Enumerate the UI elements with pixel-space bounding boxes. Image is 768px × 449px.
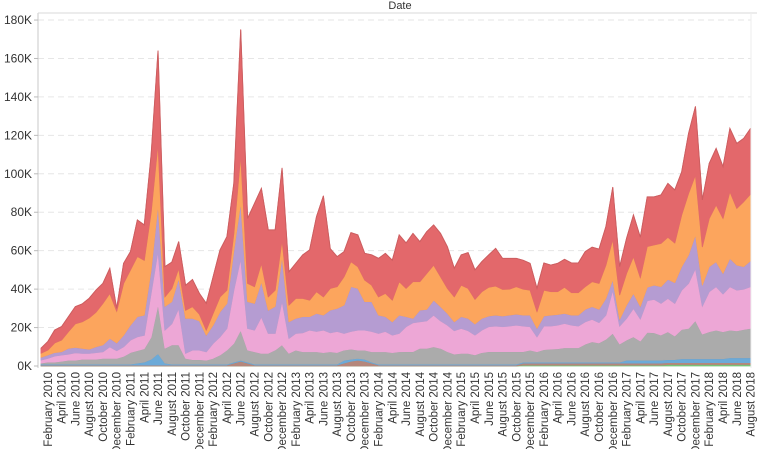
x-tick-label: April 2016 xyxy=(553,372,565,424)
y-tick-label: 160K xyxy=(4,51,32,65)
x-tick-label: June 2016 xyxy=(566,372,578,426)
x-tick-label: October 2013 xyxy=(346,372,358,442)
area-series-edge-7 xyxy=(40,29,751,349)
x-tick-label: August 2013 xyxy=(332,372,344,437)
x-tick-label: April 2011 xyxy=(139,372,151,423)
x-tick-label: June 2015 xyxy=(484,372,496,426)
x-tick-label: April 2018 xyxy=(718,372,730,424)
x-tick-label: June 2011 xyxy=(153,372,165,425)
x-tick-label: April 2015 xyxy=(470,372,482,424)
x-tick-label: April 2017 xyxy=(635,372,647,424)
x-tick-label: June 2014 xyxy=(401,371,413,425)
x-tick-label: April 2014 xyxy=(387,371,399,423)
y-tick-label: 0K xyxy=(17,359,32,373)
y-tick-label: 40K xyxy=(11,282,32,296)
x-tick-label: June 2017 xyxy=(649,372,661,426)
x-tick-label: August 2011 xyxy=(167,372,179,436)
x-tick-label: October 2010 xyxy=(98,372,110,442)
x-tick-label: December 2011 xyxy=(194,372,206,449)
x-tick-label: December 2010 xyxy=(112,372,124,449)
y-tick-label: 180K xyxy=(4,13,32,27)
y-tick-label: 80K xyxy=(11,205,32,219)
x-tick-label: August 2016 xyxy=(580,372,592,437)
y-axis: 0K 20K 40K 60K 80K 100K 120K 140K 160K 180K xyxy=(4,13,38,373)
x-tick-label: February 2017 xyxy=(622,372,634,447)
area-layers xyxy=(40,29,751,367)
x-tick-label: August 2015 xyxy=(498,372,510,437)
x-tick-label: April 2010 xyxy=(57,372,69,424)
x-tick-label: April 2013 xyxy=(305,372,317,424)
x-tick-label: June 2013 xyxy=(318,372,330,426)
x-tick-label: February 2011 xyxy=(125,372,137,446)
x-tick-label: August 2017 xyxy=(663,372,675,437)
x-tick-label: February 2015 xyxy=(456,372,468,447)
x-tick-label: October 2015 xyxy=(511,372,523,442)
x-tick-label: February 2016 xyxy=(539,372,551,447)
x-tick-label: June 2012 xyxy=(236,372,248,426)
x-tick-label: February 2012 xyxy=(208,372,220,447)
x-tick-label: October 2014 xyxy=(429,371,441,441)
y-tick-label: 140K xyxy=(4,90,32,104)
x-tick-label: June 2010 xyxy=(70,372,82,426)
plot-frame xyxy=(37,12,757,368)
x-tick-label: December 2015 xyxy=(525,372,537,449)
x-tick-label: February 2018 xyxy=(704,372,716,447)
x-tick-label: October 2016 xyxy=(594,372,606,442)
x-tick-label: October 2017 xyxy=(677,372,689,442)
x-tick-label: December 2017 xyxy=(690,372,702,449)
x-tick-label: June 2018 xyxy=(732,372,744,426)
x-tick-label: August 2014 xyxy=(415,371,427,436)
x-tick-label: December 2013 xyxy=(360,372,372,449)
chart-title: Date xyxy=(388,0,411,12)
x-tick-label: December 2016 xyxy=(608,372,620,449)
x-tick-label: February 2013 xyxy=(291,372,303,447)
x-tick-label: April 2012 xyxy=(222,372,234,424)
x-tick-label: December 2014 xyxy=(442,371,454,449)
x-tick-label: December 2012 xyxy=(277,372,289,449)
y-tick-label: 60K xyxy=(11,244,32,258)
y-tick-label: 20K xyxy=(11,321,32,335)
x-tick-label: October 2011 xyxy=(181,372,193,441)
x-tick-label: February 2010 xyxy=(43,372,55,447)
x-tick-label: October 2012 xyxy=(263,372,275,442)
x-axis: February 2010 April 2010 June 2010 August 2… xyxy=(43,371,758,449)
y-tick-label: 120K xyxy=(4,128,32,142)
x-tick-label: August 2012 xyxy=(249,372,261,437)
x-tick-label: August 2010 xyxy=(84,372,96,437)
x-tick-label: February 2014 xyxy=(374,371,386,446)
x-tick-label: August 2018 xyxy=(746,372,758,437)
y-tick-label: 100K xyxy=(4,167,32,181)
